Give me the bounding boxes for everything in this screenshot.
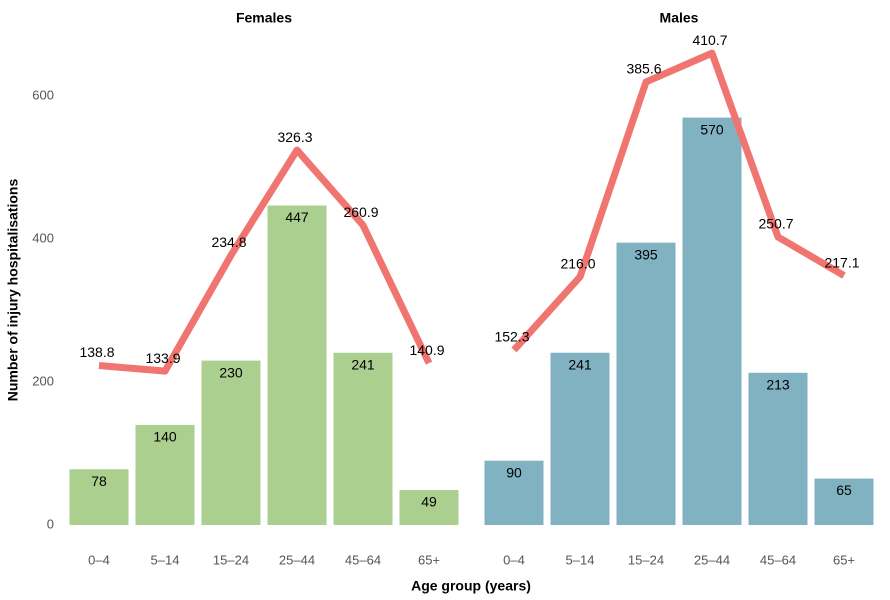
bar-label: 570 xyxy=(700,121,724,137)
bar-label: 90 xyxy=(506,464,522,480)
bar xyxy=(814,478,874,525)
line-label: 234.8 xyxy=(211,234,246,250)
bar xyxy=(616,242,676,526)
line-label: 152.3 xyxy=(494,329,529,345)
line-label: 385.6 xyxy=(626,61,661,77)
line xyxy=(98,146,433,375)
panel-title: Females xyxy=(236,10,292,26)
line-label: 216.0 xyxy=(560,256,595,272)
bar xyxy=(267,205,327,525)
x-tick-label: 45–64 xyxy=(760,552,796,567)
bar xyxy=(484,460,544,525)
x-tick-label: 25–44 xyxy=(694,552,730,567)
x-axis-title: Age group (years) xyxy=(411,578,531,594)
bar-label: 395 xyxy=(634,246,658,262)
line-label: 140.9 xyxy=(409,342,444,358)
bar xyxy=(748,372,808,525)
bar xyxy=(135,424,195,525)
y-tick-label: 600 xyxy=(32,88,54,103)
bar-label: 447 xyxy=(285,209,309,225)
bar-label: 213 xyxy=(766,376,790,392)
bar-label: 65 xyxy=(836,482,852,498)
y-tick-label: 200 xyxy=(32,373,54,388)
x-tick-label: 15–24 xyxy=(628,552,664,567)
bar xyxy=(69,469,129,525)
line-label: 250.7 xyxy=(758,216,793,232)
x-tick-label: 45–64 xyxy=(345,552,381,567)
line-label: 133.9 xyxy=(145,350,180,366)
x-tick-label: 25–44 xyxy=(279,552,315,567)
bar xyxy=(550,352,610,525)
line-label: 217.1 xyxy=(824,254,859,270)
bar xyxy=(399,489,459,525)
panel-title: Males xyxy=(660,10,699,26)
line-label: 138.8 xyxy=(79,344,114,360)
bar xyxy=(201,360,261,525)
x-tick-label: 65+ xyxy=(833,552,855,567)
line-label: 326.3 xyxy=(277,129,312,145)
bar-label: 230 xyxy=(219,364,243,380)
x-tick-label: 65+ xyxy=(418,552,440,567)
bar xyxy=(333,352,393,525)
line-label: 410.7 xyxy=(692,32,727,48)
bar-label: 241 xyxy=(351,356,375,372)
line xyxy=(511,49,846,353)
bar xyxy=(682,117,742,525)
bar-label: 78 xyxy=(91,473,107,489)
x-tick-label: 5–14 xyxy=(151,552,180,567)
bar-label: 140 xyxy=(153,429,177,445)
bar-label: 49 xyxy=(421,494,437,510)
y-tick-label: 0 xyxy=(47,516,54,531)
y-axis-title: Number of injury hospitalisations xyxy=(5,179,21,402)
line-label: 260.9 xyxy=(343,204,378,220)
x-tick-label: 15–24 xyxy=(213,552,249,567)
x-tick-label: 5–14 xyxy=(566,552,595,567)
y-tick-label: 400 xyxy=(32,231,54,246)
bar-label: 241 xyxy=(568,356,592,372)
x-tick-label: 0–4 xyxy=(503,552,525,567)
x-tick-label: 0–4 xyxy=(88,552,110,567)
